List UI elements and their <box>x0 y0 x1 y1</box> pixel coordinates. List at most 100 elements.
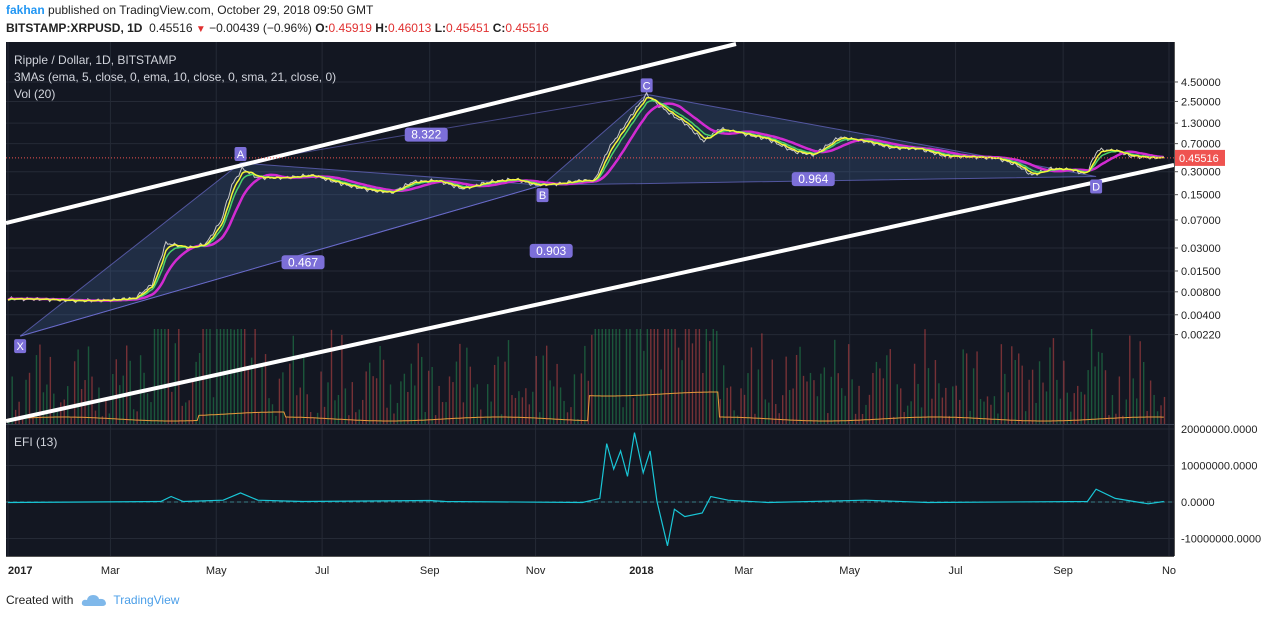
volume-bar <box>698 329 701 424</box>
volume-bar <box>785 356 787 424</box>
high-label: H: <box>375 21 388 35</box>
volume-bar <box>858 385 860 424</box>
volume-bar <box>611 329 614 424</box>
volume-bar <box>1011 346 1013 424</box>
price-chart[interactable]: X A B C D 0.467 8.322 0.964 0.903 4.50000 2.50000… <box>0 0 1274 590</box>
volume-bar <box>375 378 378 424</box>
volume-bar <box>271 404 274 424</box>
volume-bar <box>757 369 760 424</box>
volume-bar <box>521 397 524 424</box>
low-value: 0.45451 <box>446 21 490 35</box>
volume-bar <box>837 373 839 424</box>
volume-bar <box>1156 411 1159 424</box>
volume-bar <box>334 400 336 424</box>
volume-bar <box>525 388 527 424</box>
volume-bar <box>775 404 777 424</box>
volume-bar <box>181 405 183 424</box>
volume-bar <box>1094 366 1096 424</box>
price-axis[interactable] <box>1174 42 1274 580</box>
volume-bar <box>972 368 975 424</box>
volume-bar <box>768 402 770 424</box>
volume-bar <box>747 373 749 424</box>
volume-bar <box>191 381 194 424</box>
volume-bar <box>1070 411 1072 424</box>
volume-bar <box>1125 399 1128 424</box>
volume-bar <box>771 359 773 424</box>
volume-bar <box>1090 329 1093 424</box>
volume-bar <box>386 407 388 424</box>
volume-bar <box>355 412 357 424</box>
trend-channel[interactable] <box>6 42 1174 423</box>
volume-bar <box>1066 392 1069 424</box>
pattern-point-marker <box>536 188 549 203</box>
price-tick-label: 2.50000 <box>1181 96 1221 108</box>
volume-bar <box>979 399 982 424</box>
price-tick-label: 0.03000 <box>1181 243 1221 255</box>
volume-bar <box>455 361 458 424</box>
time-axis-ticks[interactable]: 2017 Mar May Jul Sep Nov 2018 Mar May Jul Sep No <box>8 565 1176 577</box>
volume-bar <box>473 387 475 424</box>
chart-background <box>6 42 1174 556</box>
volume-bar <box>469 366 472 424</box>
volume-bar <box>629 329 631 424</box>
volume-bar <box>42 392 45 424</box>
volume-bar <box>327 382 329 424</box>
volume-bar <box>528 404 531 424</box>
volume-bar <box>1045 391 1048 424</box>
price-tick-label: 0.15000 <box>1181 190 1221 202</box>
down-triangle-icon: ▼ <box>195 24 206 35</box>
volume-bar <box>306 394 308 424</box>
volume-ma-line <box>7 391 1164 422</box>
volume-bar <box>1097 351 1100 424</box>
volume-bar <box>368 362 371 424</box>
volume-bar <box>636 329 638 424</box>
volume-bar <box>834 339 836 424</box>
last-price-text: 0.45516 <box>1179 153 1219 165</box>
volume-bar <box>639 329 642 424</box>
tradingview-link[interactable]: TradingView <box>113 593 180 607</box>
volume-bar <box>320 371 322 424</box>
volume-bar <box>28 372 31 424</box>
volume-bar <box>313 417 315 424</box>
volume-bar <box>150 402 152 424</box>
volume-bar <box>323 406 326 424</box>
price-tick-label: 0.00220 <box>1181 330 1221 342</box>
ratio-label-box <box>791 172 835 187</box>
volume-bar <box>160 329 163 424</box>
volume-bar <box>695 329 697 424</box>
volume-bar <box>244 329 246 424</box>
volume-bar <box>1031 369 1034 424</box>
volume-bar <box>396 402 399 424</box>
author-name[interactable]: fakhan <box>6 3 45 17</box>
volume-bar <box>1000 344 1003 424</box>
channel-lower-line <box>6 163 1174 423</box>
price-axis-ticks: 4.50000 2.50000 1.30000 0.70000 0.30000 0.150… <box>1174 77 1221 342</box>
volume-bar <box>490 401 492 424</box>
volume-bar <box>827 413 829 424</box>
volume-bar <box>851 379 853 424</box>
volume-bar <box>861 413 864 424</box>
chart-title: Ripple / Dollar, 1D, BITSTAMP <box>14 53 177 67</box>
volume-bar <box>1111 395 1114 424</box>
volume-bar <box>962 349 964 424</box>
volume-bar <box>63 399 65 424</box>
volume-bar <box>341 334 343 424</box>
volume-bar <box>212 397 215 424</box>
volume-bar <box>990 404 992 424</box>
volume-bar <box>893 416 895 424</box>
volume-bar <box>87 346 90 424</box>
volume-bar <box>740 388 742 424</box>
harmonic-pattern <box>19 93 1097 337</box>
volume-bar <box>379 346 381 424</box>
time-tick-label: Mar <box>101 565 120 577</box>
pattern-labels: X A B C D 0.467 8.322 0.964 0.903 <box>14 78 1103 354</box>
volume-bar <box>441 402 444 424</box>
volume-bar <box>98 387 100 424</box>
price-tick-label: 0.01500 <box>1181 266 1221 278</box>
volume-bar <box>56 408 58 424</box>
volume-bar <box>854 413 857 424</box>
volume-bar <box>570 407 572 424</box>
efi-layer <box>6 432 1174 546</box>
close-value: 0.45516 <box>505 21 549 35</box>
volume-bar <box>941 397 944 424</box>
